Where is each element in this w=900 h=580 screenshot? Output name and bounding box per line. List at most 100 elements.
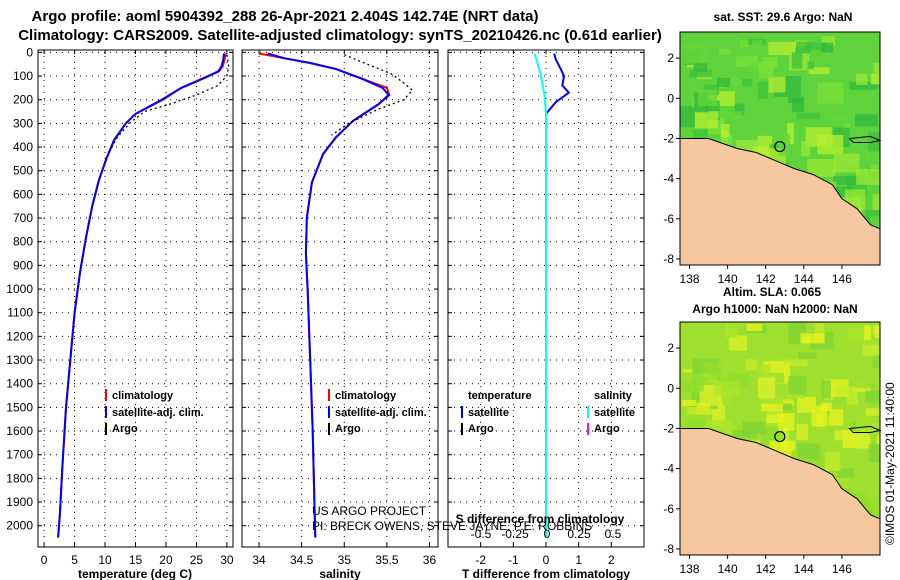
credit-line2: PI: BRECK OWENS, STEVE JAYNE, P.E. ROBBI… xyxy=(312,519,592,533)
ocean-patch xyxy=(821,35,836,46)
ocean-patch xyxy=(715,381,740,396)
ocean-patch xyxy=(834,430,855,441)
map-y-tick-label: -8 xyxy=(663,252,674,266)
ocean-patch xyxy=(768,76,786,93)
map-y-tick-label: 0 xyxy=(667,91,674,105)
y-tick-label: 400 xyxy=(13,140,33,154)
y-tick-label: 900 xyxy=(13,258,33,272)
ocean-patch xyxy=(694,111,718,129)
ocean-patch xyxy=(796,424,809,441)
ocean-patch xyxy=(800,333,825,344)
secondary-xlabel: S difference from climatology xyxy=(456,512,625,526)
legend-label-argo: Argo xyxy=(335,423,361,435)
ocean-patch xyxy=(821,42,834,53)
credit-line1: US ARGO PROJECT xyxy=(312,504,427,518)
y-tick-label: 1200 xyxy=(6,329,33,343)
ocean-patch xyxy=(787,123,795,145)
legend-label-satellite: satellite-adj. clim. xyxy=(335,407,427,419)
map-frame xyxy=(679,31,881,266)
y-tick-label: 300 xyxy=(13,116,33,130)
legend-mark-t-satellite xyxy=(461,406,463,418)
ocean-patch xyxy=(820,402,832,411)
secondary-x-tick-label: -0.5 xyxy=(471,527,492,541)
ocean-patch xyxy=(832,396,848,405)
ocean-patch xyxy=(770,361,782,373)
ocean-patch xyxy=(870,164,878,172)
ocean-patch xyxy=(854,114,878,127)
x-tick-label: 5 xyxy=(71,553,78,567)
y-tick-label: 1300 xyxy=(6,353,33,367)
ocean-patch xyxy=(805,42,827,51)
ocean-patch xyxy=(833,153,860,173)
ocean-patch xyxy=(855,435,871,449)
ocean-patch xyxy=(693,62,708,72)
x-tick-label: 1 xyxy=(575,553,582,567)
y-tick-label: 700 xyxy=(13,211,33,225)
map-x-tick-label: 146 xyxy=(832,272,852,286)
ocean-patch xyxy=(849,81,877,90)
y-tick-label: 1600 xyxy=(6,424,33,438)
series-line-t-satellite xyxy=(545,53,571,538)
ocean-patch xyxy=(777,449,792,457)
ocean-patch xyxy=(728,373,749,385)
y-tick-label: 100 xyxy=(13,69,33,83)
ocean-patch xyxy=(817,134,844,155)
x-tick-label: 30 xyxy=(220,553,234,567)
legend-mark-climatology xyxy=(328,389,330,401)
y-tick-label: 1800 xyxy=(6,471,33,485)
y-tick-label: 600 xyxy=(13,187,33,201)
legend-label-s-satellite: satellite xyxy=(594,407,635,419)
series-line-argo xyxy=(331,54,414,136)
ocean-patch xyxy=(821,380,831,399)
sst-map: 138 140 142 144 146 2 0 -2 -4 -6 -8 xyxy=(663,31,882,286)
island-outline xyxy=(848,425,882,433)
island-outline xyxy=(848,135,882,143)
map-y-tick-label: -6 xyxy=(663,502,674,516)
map-y-tick-label: -2 xyxy=(663,131,674,145)
secondary-x-tick-label: 0 xyxy=(544,527,551,541)
ocean-patch xyxy=(752,40,762,48)
ocean-patch xyxy=(787,96,805,104)
x-tick-label: 2 xyxy=(608,553,615,567)
temperature-legend: climatology satellite-adj. clim. Argo xyxy=(105,389,204,435)
map-x-tick-label: 140 xyxy=(718,272,738,286)
ocean-patch xyxy=(698,89,718,107)
map-y-tick-label: 2 xyxy=(667,341,674,355)
ocean-patch xyxy=(797,443,820,459)
map-x-tick-label: 144 xyxy=(794,272,814,286)
sla-map-title: Altim. SLA: 0.065 xyxy=(723,285,821,299)
figure-title-line1: Argo profile: aoml 5904392_288 26-Apr-20… xyxy=(32,8,539,25)
legend-mark-satellite xyxy=(328,406,330,418)
x-tick-label: -1 xyxy=(508,553,519,567)
difference-legend: temperature salinity satellite Argo sate… xyxy=(461,390,635,435)
map-y-tick-label: -4 xyxy=(663,462,674,476)
legend-label-climatology: climatology xyxy=(335,390,397,402)
ocean-patch xyxy=(815,323,825,342)
ocean-patch xyxy=(725,134,733,146)
figure-title-line2: Climatology: CARS2009. Satellite-adjuste… xyxy=(18,27,662,44)
x-tick-label: 0 xyxy=(543,553,550,567)
ocean-patch xyxy=(828,409,844,426)
ocean-patch xyxy=(796,112,821,120)
ocean-patch xyxy=(872,194,880,210)
y-tick-label: 1000 xyxy=(6,282,33,296)
ocean-patch xyxy=(692,129,708,141)
ocean-patch xyxy=(864,390,880,403)
series-line-satellite-adj-clim- xyxy=(267,52,390,538)
ocean-patch xyxy=(808,67,830,75)
ocean-patch xyxy=(761,403,783,412)
map-x-tick-label: 138 xyxy=(680,272,700,286)
ocean-patch xyxy=(747,63,768,73)
ocean-patch xyxy=(868,444,880,462)
map-y-tick-label: -2 xyxy=(663,421,674,435)
ocean-patch xyxy=(865,408,880,416)
legend-mark-s-satellite xyxy=(587,406,589,418)
salinity-panel-frame xyxy=(241,49,439,548)
map-x-tick-label: 142 xyxy=(756,272,776,286)
x-tick-label: 34 xyxy=(252,553,266,567)
y-tick-label: 1100 xyxy=(7,306,33,320)
series-line-climatology xyxy=(258,52,391,538)
ocean-patch xyxy=(849,382,876,389)
legend-mark-argo xyxy=(105,423,107,435)
